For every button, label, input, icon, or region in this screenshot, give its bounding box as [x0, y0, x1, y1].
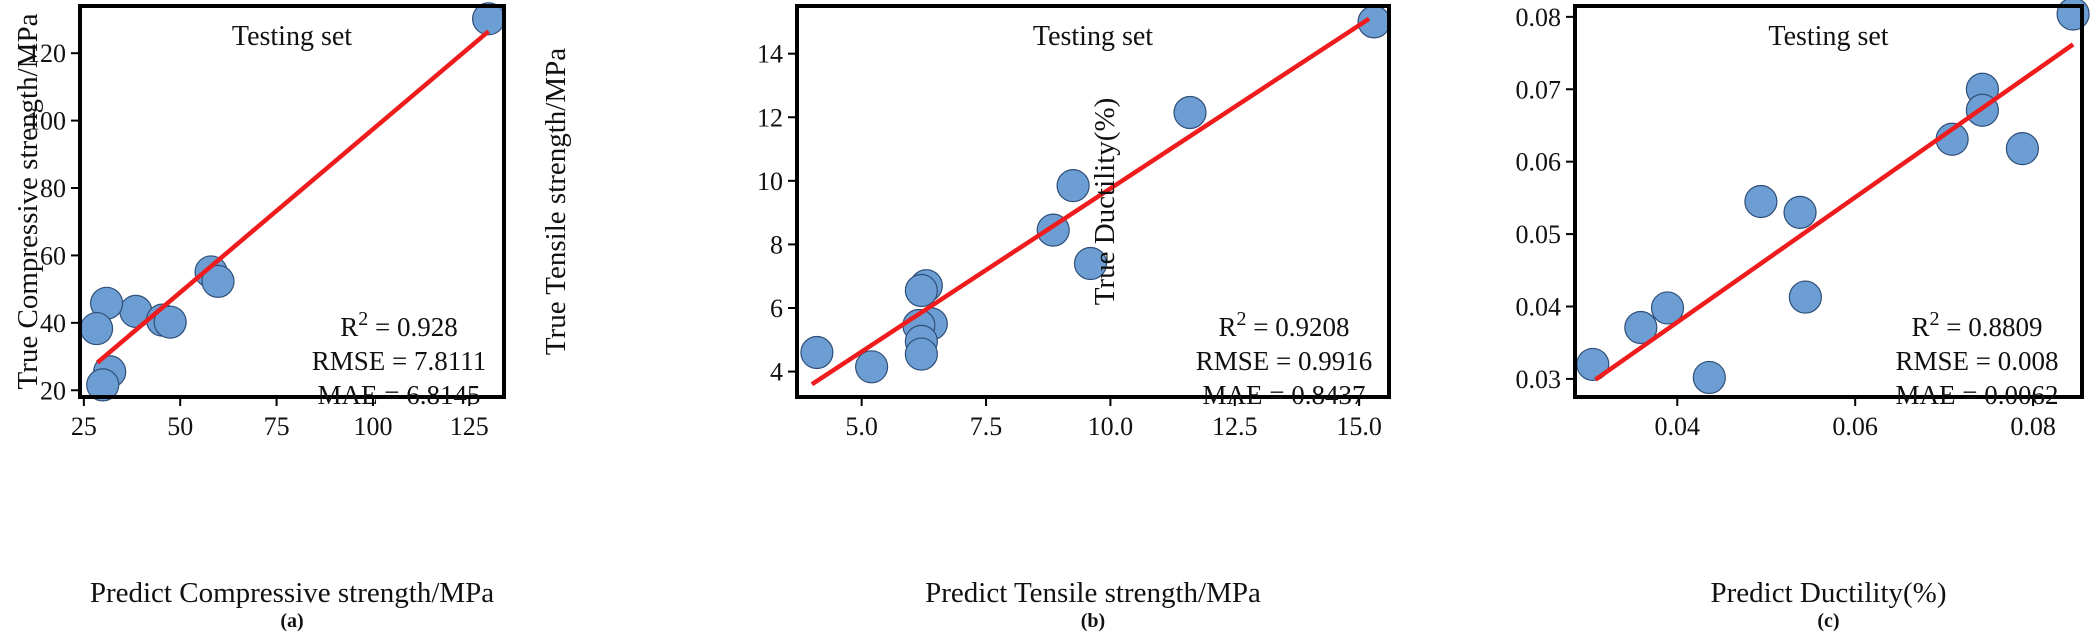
- metric-label: RMSE = 7.8111: [312, 346, 487, 376]
- fit-line: [95, 29, 491, 365]
- panel-title: Testing set: [1768, 21, 1888, 52]
- y-axis-title: True Compressive strength/MPa: [12, 13, 44, 389]
- metric-label: R2 = 0.8809: [1912, 308, 2043, 342]
- metric-label: R2 = 0.928: [340, 308, 458, 342]
- data-point: [2005, 132, 2040, 166]
- panel-title: Testing set: [1033, 21, 1153, 52]
- data-point: [1624, 310, 1658, 345]
- panel-label: (b): [1081, 610, 1105, 632]
- x-tick-label: 50: [167, 412, 193, 441]
- data-point: [153, 305, 187, 339]
- y-tick-label: 0.08: [1516, 3, 1562, 32]
- y-tick-label: 100: [27, 107, 66, 136]
- x-tick-label: 0.04: [1655, 412, 1701, 441]
- y-tick-label: 80: [40, 174, 66, 203]
- data-point: [800, 335, 834, 370]
- y-tick-label: 40: [40, 309, 66, 338]
- x-tick-label: 7.5: [970, 412, 1003, 441]
- data-point: [1744, 184, 1778, 219]
- y-axis-title: True Tensile strength/MPa: [540, 48, 572, 355]
- panel-label: (a): [280, 610, 303, 632]
- plot-frame: [1573, 4, 2084, 399]
- y-tick-label: 20: [40, 376, 66, 405]
- chart-panel-2: 5.0 7.5 10.0 12.5 15.0 4 6 8 10 12 14 Testing set Pr…: [540, 4, 1391, 632]
- data-point: [904, 337, 938, 371]
- x-tick-label: 0.08: [2010, 412, 2056, 441]
- y-tick-label: 0.05: [1516, 220, 1562, 249]
- y-tick-label: 12: [757, 103, 783, 132]
- y-tick-label: 0.04: [1516, 292, 1562, 321]
- x-tick-label: 15.0: [1336, 412, 1382, 441]
- metric-label: MAE = 0.0062: [1896, 380, 2059, 410]
- y-tick-label: 14: [757, 40, 783, 69]
- y-tick-label: 0.03: [1516, 365, 1562, 394]
- data-point: [86, 368, 120, 402]
- data-point: [1073, 246, 1108, 281]
- chart-panel-1: 25 50 75 100 125 20 40 60 80 100 120 Testing set Pre…: [12, 2, 506, 632]
- panel-label: (c): [1817, 610, 1839, 632]
- y-tick-label: 8: [770, 230, 783, 259]
- x-tick-label: 25: [71, 412, 97, 441]
- x-tick-label: 12.5: [1212, 412, 1258, 441]
- x-tick-label: 5.0: [845, 412, 878, 441]
- metric-label: MAE = 0.8437: [1203, 380, 1366, 410]
- metric-label: R2 = 0.9208: [1219, 308, 1350, 342]
- chart-panel-3: 0.04 0.06 0.08 0.03 0.04 0.05 0.06 0.07 0.08 Test…: [1089, 0, 2090, 632]
- plot-frame: [795, 4, 1391, 399]
- fit-line: [810, 16, 1371, 387]
- x-tick-label: 100: [353, 412, 392, 441]
- y-tick-label: 10: [757, 167, 783, 196]
- x-tick-label: 75: [264, 412, 290, 441]
- x-axis-title: Predict Ductility(%): [1711, 577, 1947, 609]
- y-tick-label: 6: [770, 294, 783, 323]
- x-tick-label: 0.06: [1832, 412, 1878, 441]
- fit-line: [1594, 42, 2075, 382]
- data-point: [1783, 195, 1817, 229]
- y-tick-label: 120: [27, 39, 66, 68]
- y-tick-label: 4: [770, 358, 783, 387]
- data-point: [79, 311, 114, 346]
- data-point: [201, 264, 235, 298]
- data-point: [1173, 95, 1207, 130]
- x-axis-title: Predict Tensile strength/MPa: [925, 577, 1261, 609]
- x-axis-title: Predict Compressive strength/MPa: [90, 577, 494, 609]
- metric-label: MAE = 6.8145: [318, 380, 481, 410]
- data-point: [904, 273, 938, 308]
- data-point: [1650, 291, 1685, 325]
- y-tick-label: 60: [40, 241, 66, 270]
- y-axis-title: True Ductility(%): [1089, 98, 1121, 306]
- metric-label: RMSE = 0.008: [1895, 346, 2058, 376]
- x-tick-label: 125: [450, 412, 489, 441]
- plot-frame: [78, 4, 506, 399]
- data-point: [855, 350, 889, 384]
- y-tick-label: 0.07: [1516, 75, 1562, 104]
- y-tick-label: 0.06: [1516, 148, 1562, 177]
- metric-label: RMSE = 0.9916: [1196, 346, 1373, 376]
- data-point: [1056, 169, 1090, 203]
- data-point: [1788, 280, 1822, 314]
- x-tick-label: 10.0: [1088, 412, 1134, 441]
- data-point: [1692, 360, 1726, 395]
- panel-title: Testing set: [232, 21, 352, 52]
